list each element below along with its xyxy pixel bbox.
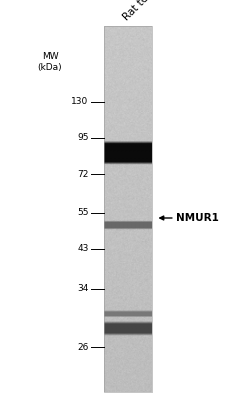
- Bar: [104, 26, 152, 392]
- Text: 95: 95: [77, 134, 89, 142]
- Text: 26: 26: [77, 343, 89, 352]
- Text: 130: 130: [71, 98, 89, 106]
- Text: Rat testis: Rat testis: [121, 0, 163, 22]
- Text: MW
(kDa): MW (kDa): [38, 52, 62, 72]
- Text: 72: 72: [77, 170, 89, 178]
- Text: 55: 55: [77, 208, 89, 217]
- Text: 43: 43: [77, 244, 89, 253]
- Text: 34: 34: [77, 284, 89, 293]
- Text: NMUR1: NMUR1: [176, 213, 219, 223]
